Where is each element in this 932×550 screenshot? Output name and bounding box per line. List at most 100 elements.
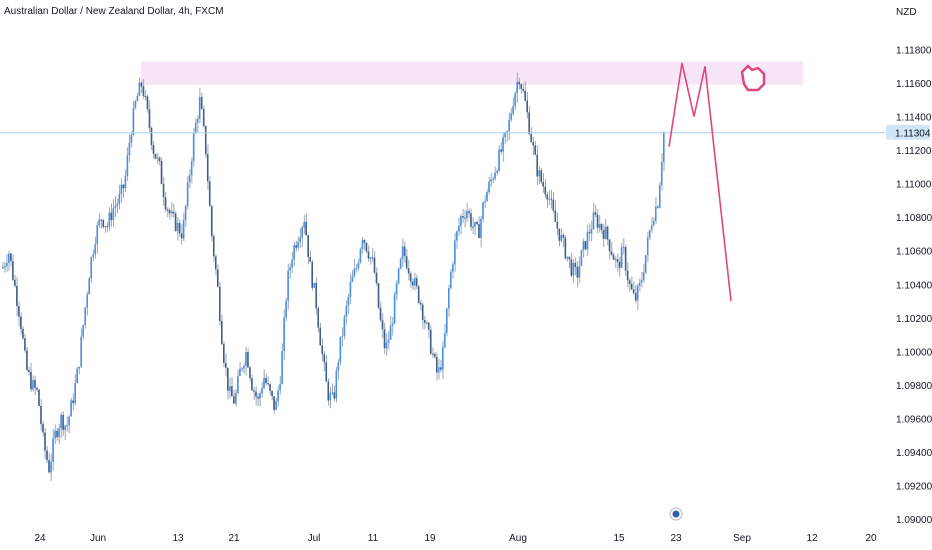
candle-body bbox=[628, 280, 631, 284]
candle-body bbox=[297, 241, 299, 248]
candle-body bbox=[168, 209, 171, 214]
candle-body bbox=[156, 157, 159, 159]
candle-body bbox=[212, 236, 215, 257]
candle-body bbox=[295, 245, 297, 248]
candle-body bbox=[454, 240, 456, 265]
candle-body bbox=[247, 352, 249, 368]
candle-body bbox=[349, 281, 352, 297]
candle-body bbox=[516, 81, 518, 94]
candle-body bbox=[102, 219, 105, 227]
candle-body bbox=[265, 377, 267, 384]
candle-body bbox=[202, 109, 205, 127]
candle-body bbox=[492, 178, 494, 180]
candle-body bbox=[335, 370, 338, 399]
candle-body bbox=[381, 320, 384, 330]
candle-body bbox=[656, 206, 659, 208]
candle-body bbox=[508, 119, 510, 131]
current-price-label: 1.11304 bbox=[895, 129, 931, 140]
candle-body bbox=[427, 322, 430, 330]
candle-body bbox=[652, 220, 655, 226]
candle-body bbox=[112, 208, 115, 221]
candle-body bbox=[345, 305, 348, 317]
candle-body bbox=[132, 107, 135, 135]
candle-body bbox=[514, 93, 516, 107]
candle-body bbox=[423, 319, 426, 323]
candle-body bbox=[74, 383, 76, 404]
candle-body bbox=[484, 201, 486, 203]
candle-body bbox=[622, 247, 625, 249]
candle-body bbox=[146, 96, 149, 110]
candle-body bbox=[446, 308, 448, 333]
candle-body bbox=[263, 377, 265, 389]
candle-body bbox=[26, 350, 28, 370]
candle-body bbox=[291, 259, 293, 268]
candle-body bbox=[548, 198, 551, 200]
candle-body bbox=[325, 362, 328, 382]
candle-body bbox=[28, 369, 30, 372]
candle-body bbox=[253, 390, 255, 392]
candle-body bbox=[18, 306, 20, 317]
candle-body bbox=[435, 356, 438, 373]
projection-path[interactable] bbox=[668, 62, 732, 302]
candle-body bbox=[403, 246, 406, 257]
candle-body bbox=[188, 175, 191, 183]
candle-body bbox=[94, 244, 97, 255]
x-tick-label: Jun bbox=[90, 533, 106, 544]
candle-body bbox=[395, 283, 398, 295]
candle-body bbox=[486, 192, 488, 202]
candle-body bbox=[100, 219, 103, 221]
candle-body bbox=[182, 219, 185, 239]
candle-body bbox=[546, 194, 549, 200]
candle-body bbox=[271, 390, 273, 397]
candle-body bbox=[4, 265, 6, 268]
candle-body bbox=[72, 400, 74, 404]
candle-body bbox=[118, 193, 121, 204]
candle-body bbox=[558, 228, 561, 241]
current-price-label-bg bbox=[886, 124, 930, 140]
candle-body bbox=[46, 450, 48, 461]
candle-body bbox=[612, 254, 615, 260]
event-flag-icon[interactable] bbox=[669, 507, 683, 521]
candle-body bbox=[206, 154, 209, 182]
candle-body bbox=[540, 170, 543, 183]
candle-body bbox=[526, 100, 528, 113]
candle-body bbox=[305, 221, 307, 236]
price-axis-currency: NZD bbox=[896, 7, 917, 18]
candle-body bbox=[448, 288, 450, 309]
event-flag-dot bbox=[672, 510, 680, 518]
candle-body bbox=[500, 149, 502, 152]
candle-body bbox=[520, 84, 522, 89]
candle-body bbox=[582, 241, 585, 251]
candle-body bbox=[315, 282, 318, 309]
candle-body bbox=[401, 246, 404, 259]
candle-body bbox=[285, 300, 287, 318]
y-tick-label: 1.09000 bbox=[896, 515, 932, 526]
candle-body bbox=[421, 304, 424, 320]
candle-body bbox=[116, 203, 119, 207]
candle-body bbox=[152, 145, 155, 154]
candle-body bbox=[283, 317, 285, 351]
candle-body bbox=[259, 393, 261, 399]
candle-body bbox=[608, 239, 611, 252]
candle-body bbox=[648, 229, 651, 238]
candle-body bbox=[120, 184, 123, 194]
candle-body bbox=[510, 113, 512, 120]
candle-body bbox=[606, 226, 609, 240]
candle-body bbox=[544, 186, 547, 195]
candle-body bbox=[441, 347, 444, 370]
candle-body bbox=[293, 245, 295, 260]
candle-body bbox=[468, 211, 470, 214]
candle-body bbox=[233, 396, 235, 404]
candle-body bbox=[303, 221, 305, 228]
candle-body bbox=[480, 218, 482, 239]
candle-body bbox=[616, 259, 619, 262]
candle-body bbox=[214, 256, 217, 270]
candle-body bbox=[174, 213, 177, 231]
candle-body bbox=[90, 257, 93, 279]
candle-body bbox=[180, 233, 183, 239]
candle-body bbox=[289, 267, 291, 271]
candle-body bbox=[110, 212, 113, 221]
x-tick-label: 20 bbox=[865, 533, 877, 544]
candle-body bbox=[277, 390, 279, 402]
